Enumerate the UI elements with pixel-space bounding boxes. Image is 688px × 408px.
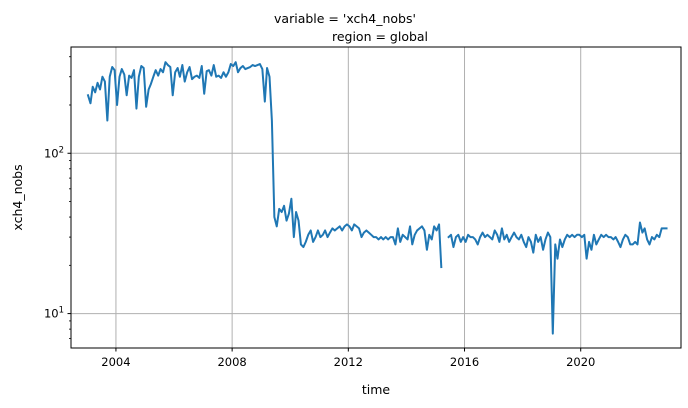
plot-frame (70, 46, 682, 349)
y-tick-label: 101 (44, 306, 64, 321)
x-tick-label: 2004 (101, 355, 130, 369)
x-tick-label: 2008 (217, 355, 246, 369)
series-line (447, 221, 668, 335)
x-axis-label: time (362, 382, 391, 397)
y-axis-label: xch4_nobs (10, 164, 25, 230)
series-group (86, 61, 668, 335)
series-line (86, 61, 443, 269)
chart-subtitle: region = global (332, 29, 428, 44)
x-axis-ticks: 2004 2008 2012 2016 2020 (101, 348, 595, 369)
y-axis-ticks: 101 102 (44, 56, 71, 339)
grid-lines (71, 47, 681, 348)
x-tick-label: 2012 (334, 355, 363, 369)
x-tick-label: 2020 (566, 355, 595, 369)
y-tick-label: 102 (44, 145, 64, 160)
chart-title: variable = 'xch4_nobs' (274, 11, 416, 26)
x-tick-label: 2016 (450, 355, 479, 369)
